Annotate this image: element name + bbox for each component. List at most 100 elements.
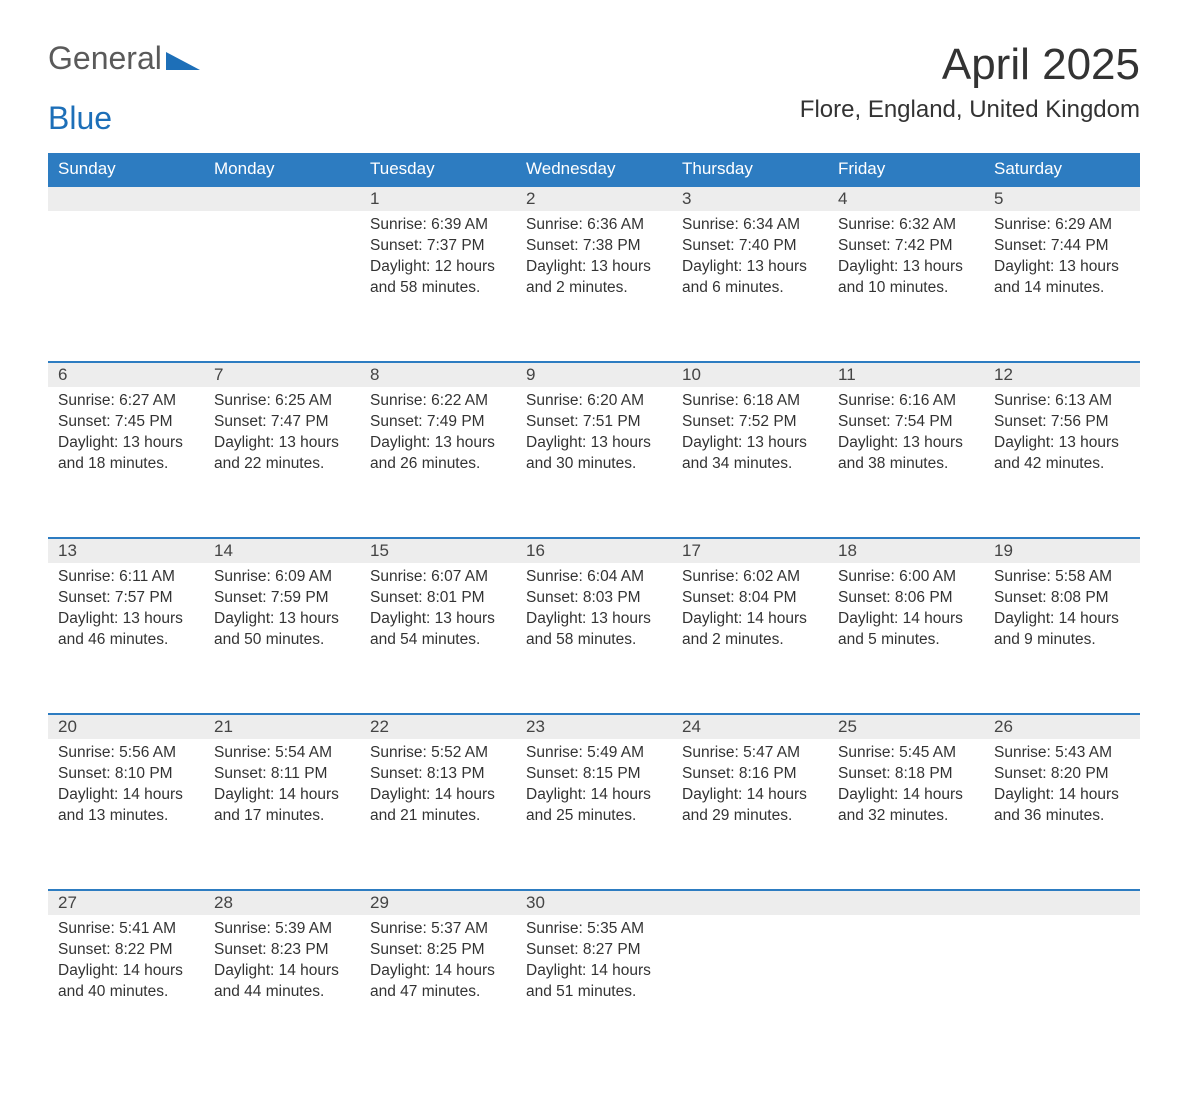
brand-flag-icon [166,48,200,70]
daylight-line: Daylight: 13 hours [58,433,194,454]
day-content-cell: Sunrise: 6:02 AMSunset: 8:04 PMDaylight:… [672,563,828,714]
content-row: Sunrise: 6:27 AMSunset: 7:45 PMDaylight:… [48,387,1140,538]
weekday-header: Saturday [984,153,1140,186]
daylight-line: and 36 minutes. [994,806,1130,827]
day-number-cell: 10 [672,362,828,387]
daylight-line: and 14 minutes. [994,278,1130,299]
daylight-line: and 46 minutes. [58,630,194,651]
sunset-line: Sunset: 7:56 PM [994,412,1130,433]
sunset-line: Sunset: 8:11 PM [214,764,350,785]
sunrise-line: Sunrise: 5:54 AM [214,743,350,764]
day-content-cell: Sunrise: 5:35 AMSunset: 8:27 PMDaylight:… [516,915,672,1065]
day-content-cell: Sunrise: 6:07 AMSunset: 8:01 PMDaylight:… [360,563,516,714]
sunset-line: Sunset: 8:08 PM [994,588,1130,609]
day-content-cell: Sunrise: 6:32 AMSunset: 7:42 PMDaylight:… [828,211,984,362]
brand-logo: General [48,40,200,77]
sunset-line: Sunset: 7:51 PM [526,412,662,433]
day-number-cell: 7 [204,362,360,387]
daylight-line: Daylight: 14 hours [838,785,974,806]
day-content-cell: Sunrise: 6:25 AMSunset: 7:47 PMDaylight:… [204,387,360,538]
sunset-line: Sunset: 8:06 PM [838,588,974,609]
day-number-cell: 21 [204,714,360,739]
sunrise-line: Sunrise: 6:22 AM [370,391,506,412]
day-content-cell: Sunrise: 6:22 AMSunset: 7:49 PMDaylight:… [360,387,516,538]
daylight-line: Daylight: 14 hours [214,785,350,806]
sunset-line: Sunset: 7:44 PM [994,236,1130,257]
day-content-cell: Sunrise: 5:58 AMSunset: 8:08 PMDaylight:… [984,563,1140,714]
sunset-line: Sunset: 8:03 PM [526,588,662,609]
sunset-line: Sunset: 8:22 PM [58,940,194,961]
sunset-line: Sunset: 7:38 PM [526,236,662,257]
day-content-cell: Sunrise: 6:34 AMSunset: 7:40 PMDaylight:… [672,211,828,362]
content-row: Sunrise: 5:56 AMSunset: 8:10 PM Daylight:… [48,739,1140,890]
daylight-line: and 32 minutes. [838,806,974,827]
daylight-line: Daylight: 13 hours [994,257,1130,278]
sunset-line: Sunset: 7:59 PM [214,588,350,609]
sunrise-line: Sunrise: 5:52 AM [370,743,506,764]
weekday-header: Sunday [48,153,204,186]
daylight-line: and 9 minutes. [994,630,1130,651]
daylight-line: Daylight: 14 hours [214,961,350,982]
sunset-line: Sunset: 8:10 PM [58,764,194,785]
day-number-cell: 6 [48,362,204,387]
daylight-line: and 58 minutes. [526,630,662,651]
sunrise-line: Sunrise: 6:04 AM [526,567,662,588]
sunset-line: Sunset: 7:57 PM [58,588,194,609]
daylight-line: Daylight: 13 hours [214,433,350,454]
daylight-line: Daylight: 13 hours [370,433,506,454]
daylight-line: and 22 minutes. [214,454,350,475]
content-row: Sunrise: 6:11 AMSunset: 7:57 PMDaylight:… [48,563,1140,714]
daylight-line: and 13 minutes. [58,806,194,827]
sunrise-line: Sunrise: 5:56 AM [58,743,194,764]
day-number-cell: 26 [984,714,1140,739]
day-content-cell: Sunrise: 6:39 AMSunset: 7:37 PMDaylight:… [360,211,516,362]
daylight-line: Daylight: 14 hours [682,609,818,630]
day-number-cell: 28 [204,890,360,915]
day-content-cell: Sunrise: 6:29 AMSunset: 7:44 PMDaylight:… [984,211,1140,362]
daylight-line: Daylight: 12 hours [370,257,506,278]
day-content-cell: Sunrise: 5:37 AMSunset: 8:25 PMDaylight:… [360,915,516,1065]
day-number-cell: 5 [984,186,1140,211]
daylight-line: Daylight: 14 hours [994,609,1130,630]
day-number-cell: 30 [516,890,672,915]
day-number-cell: 18 [828,538,984,563]
daylight-line: Daylight: 14 hours [370,961,506,982]
day-content-cell: Sunrise: 5:43 AMSunset: 8:20 PMDaylight:… [984,739,1140,890]
day-content-cell: Sunrise: 6:20 AMSunset: 7:51 PMDaylight:… [516,387,672,538]
day-number-cell: 12 [984,362,1140,387]
daylight-line: and 5 minutes. [838,630,974,651]
daylight-line: Daylight: 13 hours [214,609,350,630]
daynum-row: 13141516171819 [48,538,1140,563]
daylight-line: and 58 minutes. [370,278,506,299]
sunrise-line: Sunrise: 6:13 AM [994,391,1130,412]
sunset-line: Sunset: 7:49 PM [370,412,506,433]
weekday-header: Tuesday [360,153,516,186]
day-content-cell: Sunrise: 6:09 AMSunset: 7:59 PMDaylight:… [204,563,360,714]
daylight-line: and 42 minutes. [994,454,1130,475]
day-number-cell: 19 [984,538,1140,563]
sunrise-line: Sunrise: 6:39 AM [370,215,506,236]
sunrise-line: Sunrise: 6:18 AM [682,391,818,412]
title-block: April 2025 Flore, England, United Kingdo… [800,40,1140,124]
content-row: Sunrise: 5:41 AMSunset: 8:22 PMDaylight:… [48,915,1140,1065]
daylight-line: Daylight: 14 hours [838,609,974,630]
daylight-line: Daylight: 14 hours [370,785,506,806]
daylight-line: and 47 minutes. [370,982,506,1003]
daylight-line: and 21 minutes. [370,806,506,827]
sunrise-line: Sunrise: 6:34 AM [682,215,818,236]
day-content-cell: Sunrise: 5:41 AMSunset: 8:22 PMDaylight:… [48,915,204,1065]
daylight-line: Daylight: 14 hours [526,961,662,982]
sunrise-line: Sunrise: 5:58 AM [994,567,1130,588]
month-title: April 2025 [800,40,1140,90]
weekday-header: Friday [828,153,984,186]
daynum-row: 12345 [48,186,1140,211]
daylight-line: Daylight: 13 hours [838,257,974,278]
day-number-cell: 17 [672,538,828,563]
daylight-line: Daylight: 13 hours [838,433,974,454]
day-number-cell: 27 [48,890,204,915]
sunset-line: Sunset: 7:37 PM [370,236,506,257]
daylight-line: Daylight: 13 hours [682,433,818,454]
sunrise-line: Sunrise: 6:02 AM [682,567,818,588]
day-content-cell: Sunrise: 6:04 AMSunset: 8:03 PMDaylight:… [516,563,672,714]
day-number-cell: 13 [48,538,204,563]
